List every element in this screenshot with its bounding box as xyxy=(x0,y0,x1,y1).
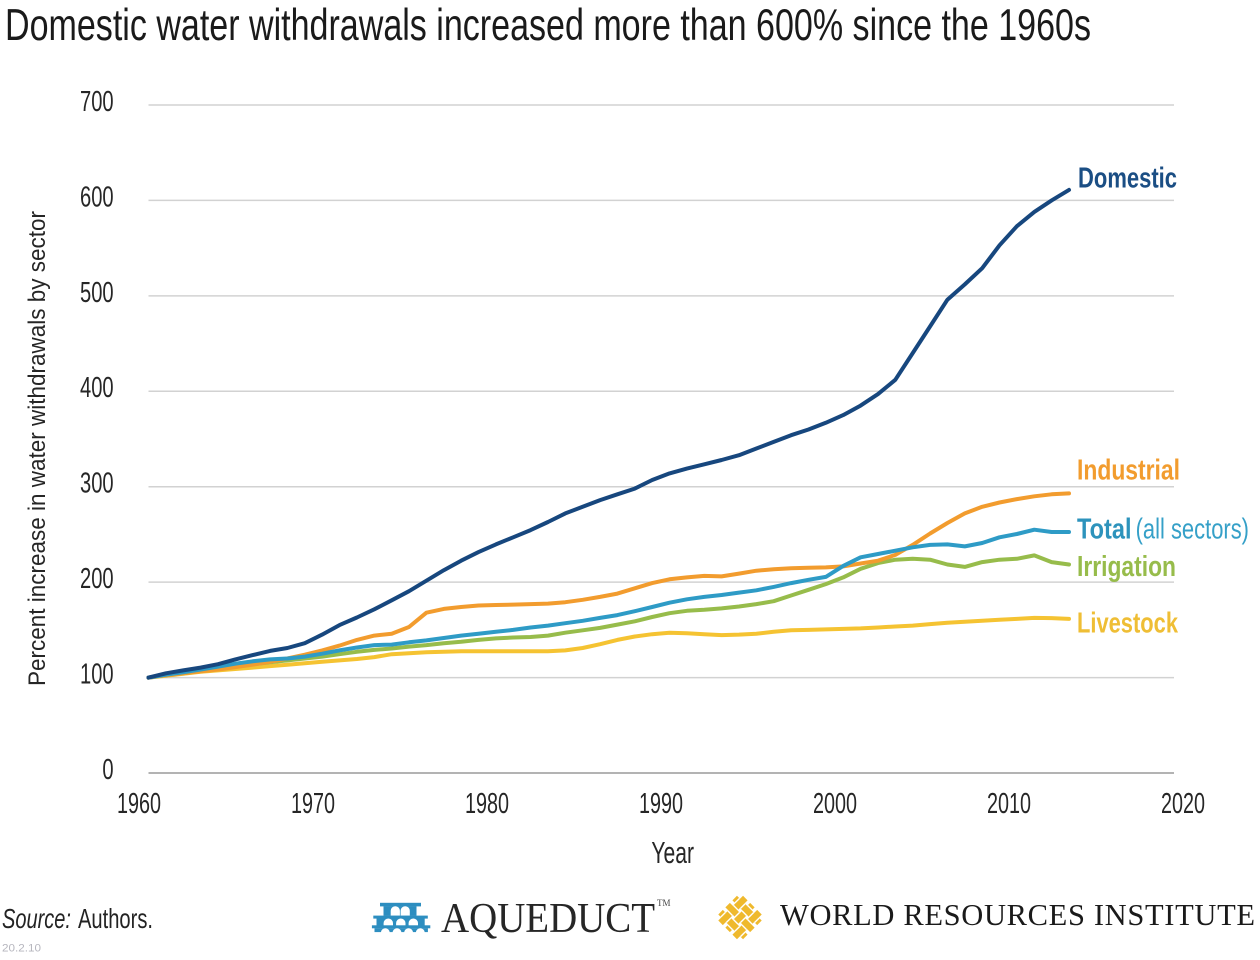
svg-text:Domestic water withdrawals inc: Domestic water withdrawals increased mor… xyxy=(5,1,1091,50)
svg-text:Year: Year xyxy=(651,835,694,870)
svg-text:Livestock: Livestock xyxy=(1077,607,1179,639)
svg-text:1970: 1970 xyxy=(291,788,335,820)
svg-text:500: 500 xyxy=(80,277,114,309)
svg-text:Irrigation: Irrigation xyxy=(1077,551,1176,583)
svg-text:300: 300 xyxy=(80,468,114,500)
svg-text:200: 200 xyxy=(80,563,114,595)
svg-text:1980: 1980 xyxy=(465,788,509,820)
svg-text:WORLD RESOURCES INSTITUTE: WORLD RESOURCES INSTITUTE xyxy=(780,898,1255,932)
svg-text:Domestic: Domestic xyxy=(1078,163,1177,195)
svg-text:100: 100 xyxy=(80,659,114,691)
svg-text:Authors.: Authors. xyxy=(78,903,153,934)
svg-text:TM: TM xyxy=(657,898,671,908)
svg-text:Source:: Source: xyxy=(2,903,71,934)
svg-text:2010: 2010 xyxy=(987,788,1031,820)
svg-text:700: 700 xyxy=(80,86,114,118)
svg-text:Percent increase in water with: Percent increase in water withdrawals by… xyxy=(24,211,51,686)
svg-text:0: 0 xyxy=(102,754,113,786)
svg-text:(all sectors): (all sectors) xyxy=(1136,513,1249,545)
svg-text:1990: 1990 xyxy=(639,788,683,820)
svg-text:Total: Total xyxy=(1077,513,1132,545)
svg-text:20.2.10: 20.2.10 xyxy=(2,943,41,955)
svg-text:2020: 2020 xyxy=(1161,788,1205,820)
svg-text:400: 400 xyxy=(80,372,114,404)
svg-text:2000: 2000 xyxy=(813,788,857,820)
svg-text:Industrial: Industrial xyxy=(1077,454,1180,486)
svg-text:1960: 1960 xyxy=(117,788,161,820)
svg-text:AQUEDUCT: AQUEDUCT xyxy=(441,896,655,942)
svg-text:600: 600 xyxy=(80,181,114,213)
